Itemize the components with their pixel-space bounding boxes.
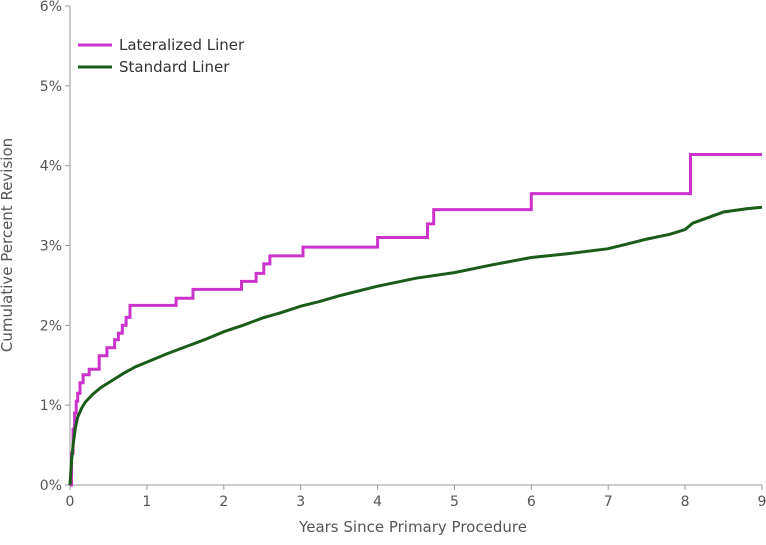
y-tick-label: 4% — [40, 159, 62, 175]
y-tick-label: 1% — [40, 398, 62, 414]
series-line-lateralized-liner — [70, 153, 762, 487]
y-tick-label: 0% — [40, 478, 62, 494]
y-axis-title: Cumulative Percent Revision — [0, 138, 16, 352]
y-tick-label: 5% — [40, 79, 62, 95]
x-tick-label: 5 — [450, 494, 459, 510]
x-tick-label: 0 — [66, 494, 75, 510]
y-tick-label: 3% — [40, 239, 62, 255]
x-tick-label: 4 — [373, 494, 382, 510]
series-layer — [68, 153, 763, 487]
legend: Lateralized Liner Standard Liner — [78, 36, 245, 76]
series-line-standard-liner — [68, 205, 763, 486]
x-tick-label: 6 — [527, 494, 536, 510]
legend-label: Lateralized Liner — [119, 36, 245, 54]
y-tick-label: 6% — [40, 0, 62, 15]
x-tick-label: 7 — [604, 494, 613, 510]
axes: 0% 1% 2% 3% 4% 5% 6% 0 1 2 3 4 5 6 7 8 9 — [40, 0, 766, 510]
y-tick-label: 2% — [40, 318, 62, 334]
x-tick-label: 9 — [758, 494, 766, 510]
x-tick-label: 1 — [142, 494, 151, 510]
x-axis-title: Years Since Primary Procedure — [298, 518, 527, 536]
x-tick-label: 8 — [681, 494, 690, 510]
x-tick-label: 2 — [219, 494, 228, 510]
legend-label: Standard Liner — [119, 58, 230, 76]
x-tick-label: 3 — [296, 494, 305, 510]
